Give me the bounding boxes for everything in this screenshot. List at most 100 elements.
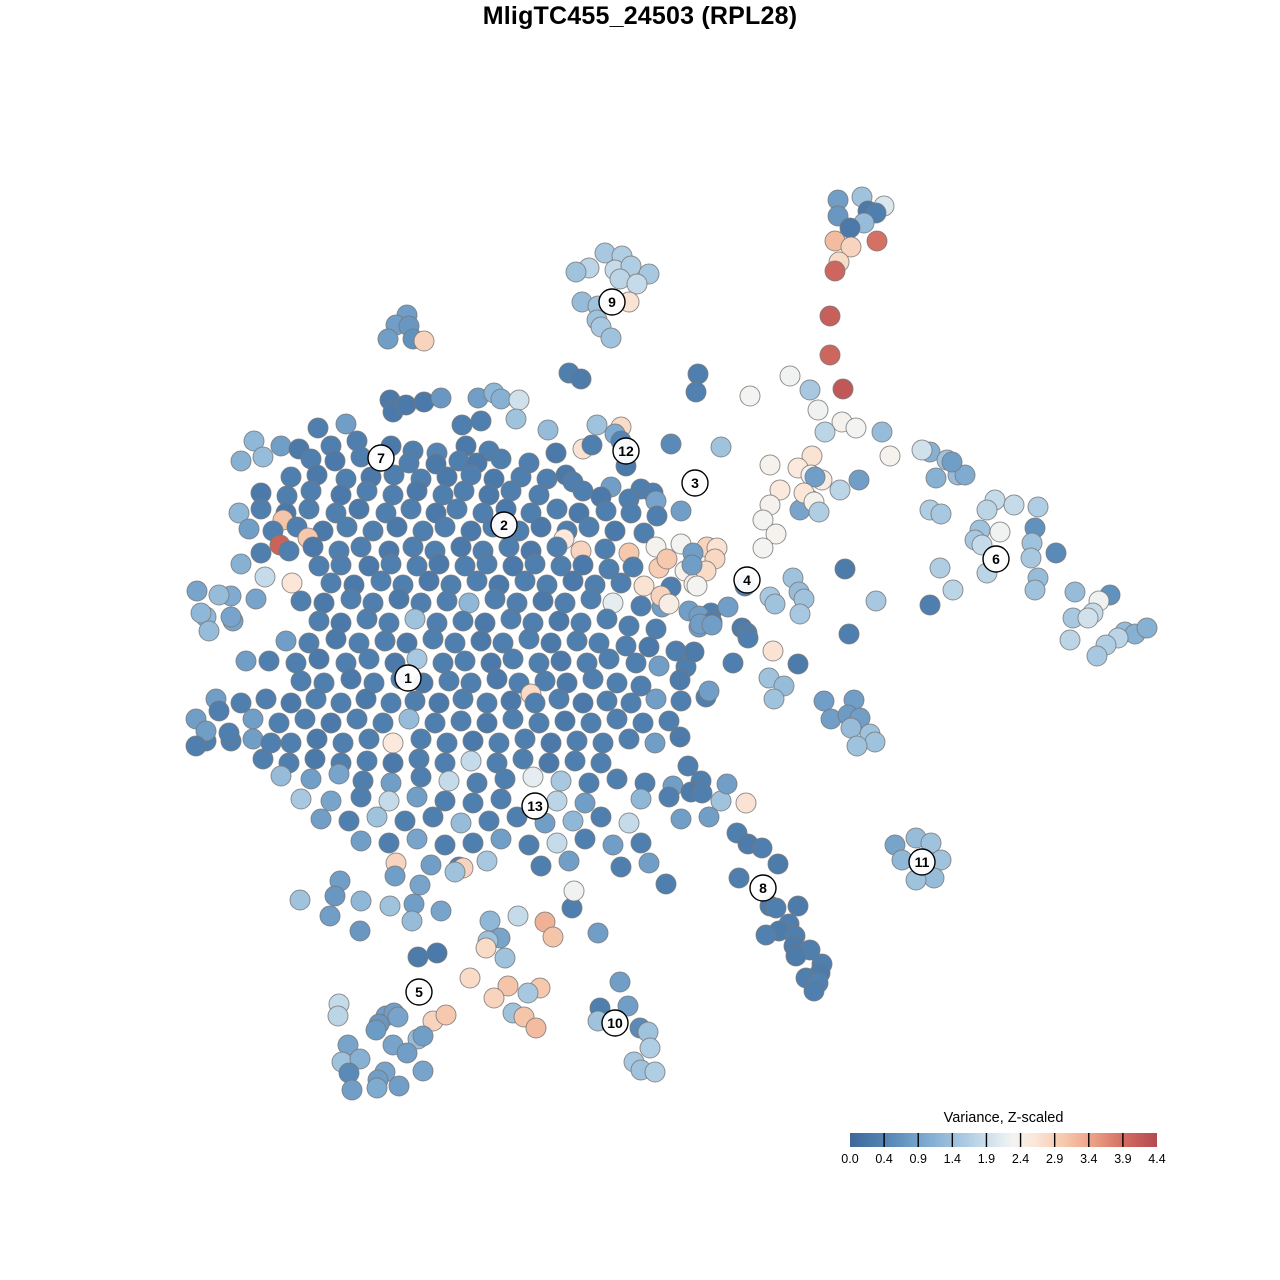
- data-point: [308, 555, 330, 577]
- data-point: [564, 750, 586, 772]
- data-point: [250, 498, 272, 520]
- data-point: [228, 502, 250, 524]
- data-point: [340, 668, 362, 690]
- data-point: [919, 594, 941, 616]
- data-point: [305, 688, 327, 710]
- data-point: [402, 536, 424, 558]
- cluster-label-number: 12: [618, 443, 634, 459]
- data-point: [398, 708, 420, 730]
- data-point: [824, 260, 846, 282]
- data-point: [426, 942, 448, 964]
- data-point: [365, 1019, 387, 1041]
- data-point: [548, 688, 570, 710]
- data-point: [382, 752, 404, 774]
- data-point: [829, 479, 851, 501]
- data-point: [546, 536, 568, 558]
- data-point: [330, 554, 352, 576]
- data-point: [396, 632, 418, 654]
- data-point: [562, 570, 584, 592]
- data-point: [346, 708, 368, 730]
- data-point: [848, 469, 870, 491]
- data-point: [406, 786, 428, 808]
- cluster-label: 6: [982, 545, 1010, 573]
- data-point: [574, 792, 596, 814]
- data-point: [617, 995, 639, 1017]
- data-point: [452, 688, 474, 710]
- data-point: [716, 773, 738, 795]
- data-point: [550, 555, 572, 577]
- data-point: [554, 592, 576, 614]
- data-point: [590, 752, 612, 774]
- data-point: [763, 688, 785, 710]
- data-point: [538, 752, 560, 774]
- data-point: [358, 728, 380, 750]
- data-point: [807, 399, 829, 421]
- data-point: [550, 770, 572, 792]
- data-point: [308, 648, 330, 670]
- data-point: [765, 897, 787, 919]
- data-point: [930, 503, 952, 525]
- data-point: [832, 378, 854, 400]
- data-point: [422, 628, 444, 650]
- data-point: [942, 579, 964, 601]
- data-point: [275, 630, 297, 652]
- data-point: [507, 905, 529, 927]
- cluster-label: 1: [394, 664, 422, 692]
- data-point: [382, 484, 404, 506]
- data-point: [362, 520, 384, 542]
- data-point: [349, 1048, 371, 1070]
- data-point: [691, 782, 713, 804]
- data-point: [574, 828, 596, 850]
- data-point: [208, 584, 230, 606]
- data-point: [514, 570, 536, 592]
- data-point: [606, 672, 628, 694]
- data-point: [412, 1060, 434, 1082]
- data-point: [618, 615, 640, 637]
- data-point: [358, 648, 380, 670]
- colorbar-tick-label: 1.9: [978, 1152, 995, 1166]
- data-point: [325, 502, 347, 524]
- data-point: [813, 690, 835, 712]
- data-point: [669, 669, 691, 691]
- data-point: [625, 652, 647, 674]
- colorbar-tick-label: 3.9: [1114, 1152, 1131, 1166]
- data-point: [382, 732, 404, 754]
- data-point: [313, 592, 335, 614]
- data-point: [755, 924, 777, 946]
- data-point: [406, 828, 428, 850]
- cluster-label: 7: [367, 444, 395, 472]
- data-point: [494, 768, 516, 790]
- data-point: [250, 542, 272, 564]
- data-points-layer: [185, 186, 1158, 1101]
- data-point: [404, 690, 426, 712]
- data-point: [546, 498, 568, 520]
- data-point: [280, 692, 302, 714]
- data-point: [245, 588, 267, 610]
- data-point: [446, 498, 468, 520]
- data-point: [436, 466, 458, 488]
- data-point: [779, 365, 801, 387]
- data-point: [235, 650, 257, 672]
- data-point: [502, 648, 524, 670]
- data-point: [260, 732, 282, 754]
- data-point: [243, 430, 265, 452]
- data-point: [598, 558, 620, 580]
- data-point: [658, 593, 680, 615]
- cluster-label: 2: [490, 511, 518, 539]
- colorbar-tick-label: 3.4: [1080, 1152, 1097, 1166]
- data-point: [410, 728, 432, 750]
- data-point: [644, 1061, 666, 1083]
- data-point: [450, 812, 472, 834]
- data-point: [412, 520, 434, 542]
- data-point: [289, 889, 311, 911]
- data-point: [769, 479, 791, 501]
- data-point: [355, 688, 377, 710]
- data-point: [737, 627, 759, 649]
- data-point: [669, 726, 691, 748]
- data-point: [799, 379, 821, 401]
- data-point: [388, 588, 410, 610]
- data-point: [587, 922, 609, 944]
- data-point: [307, 417, 329, 439]
- plot-title: MligTC455_24503 (RPL28): [482, 2, 798, 30]
